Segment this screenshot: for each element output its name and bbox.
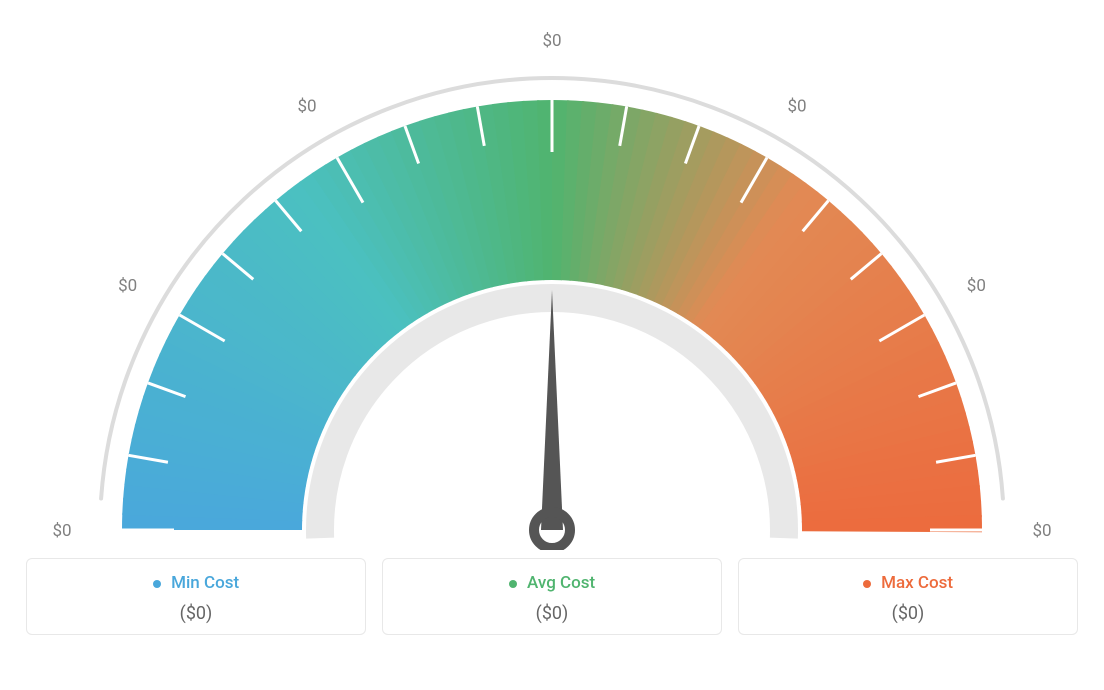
legend-text: Max Cost [881, 573, 953, 593]
legend-value-min: ($0) [37, 603, 355, 624]
dot-icon [153, 580, 161, 588]
legend-box-min: Min Cost ($0) [26, 558, 366, 635]
legend: Min Cost ($0) Avg Cost ($0) Max Cost ($0… [20, 558, 1084, 635]
svg-text:$0: $0 [787, 97, 806, 117]
legend-text: Avg Cost [527, 573, 595, 593]
svg-text:$0: $0 [967, 276, 986, 296]
dot-icon [509, 580, 517, 588]
legend-value-avg: ($0) [393, 603, 711, 624]
svg-text:$0: $0 [1032, 521, 1051, 541]
legend-value-max: ($0) [749, 603, 1067, 624]
legend-label-min: Min Cost [37, 573, 355, 593]
legend-box-max: Max Cost ($0) [738, 558, 1078, 635]
gauge-svg: $0 $0 $0 $0 $0 $0 $0 [20, 20, 1084, 550]
legend-label-max: Max Cost [749, 573, 1067, 593]
legend-box-avg: Avg Cost ($0) [382, 558, 722, 635]
svg-text:$0: $0 [118, 276, 137, 296]
dot-icon [863, 580, 871, 588]
svg-text:$0: $0 [52, 521, 71, 541]
svg-text:$0: $0 [542, 31, 561, 51]
legend-text: Min Cost [171, 573, 239, 593]
gauge-chart: $0 $0 $0 $0 $0 $0 $0 [20, 20, 1084, 550]
legend-label-avg: Avg Cost [393, 573, 711, 593]
svg-text:$0: $0 [297, 97, 316, 117]
